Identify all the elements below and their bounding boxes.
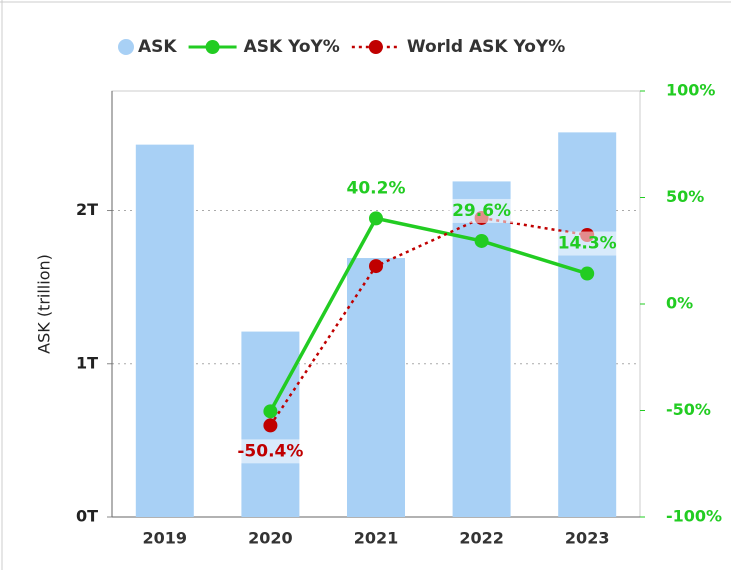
point xyxy=(263,418,278,433)
legend-label: World ASK YoY% xyxy=(407,37,565,57)
data-label: 14.3% xyxy=(558,234,617,254)
label-bg xyxy=(443,198,520,223)
label-bg xyxy=(549,231,626,256)
bar xyxy=(347,258,405,517)
y2-tick-label: -50% xyxy=(666,400,711,419)
label-bg xyxy=(338,176,414,201)
y-tick-label: 2T xyxy=(76,200,98,219)
y-tick-label: 1T xyxy=(76,353,98,372)
legend-swatch xyxy=(368,40,383,54)
bar xyxy=(558,132,617,518)
bar xyxy=(135,144,194,517)
x-tick-label: 2020 xyxy=(248,529,293,548)
legend-swatch xyxy=(118,39,134,55)
y-tick-label: 0T xyxy=(76,507,98,526)
point xyxy=(369,259,383,274)
y2-tick-label: 50% xyxy=(666,187,704,206)
data-label: 40.2% xyxy=(347,178,406,198)
point xyxy=(369,211,383,226)
legend-swatch xyxy=(205,40,220,54)
data-label: -50.4% xyxy=(237,441,303,461)
point xyxy=(263,404,278,419)
y2-tick-label: 0% xyxy=(666,294,693,313)
line xyxy=(268,216,588,413)
y-axis-title: ASK (trillion) xyxy=(35,254,54,354)
bar xyxy=(452,181,511,517)
y2-tick-label: 100% xyxy=(666,81,715,100)
legend-label: ASK xyxy=(138,37,177,57)
point xyxy=(580,266,595,281)
y2-tick-label: -100% xyxy=(666,507,722,526)
label-bg xyxy=(232,439,309,464)
data-label: 29.6% xyxy=(452,201,511,221)
x-tick-label: 2023 xyxy=(565,529,610,548)
point xyxy=(474,233,489,248)
x-tick-label: 2021 xyxy=(354,529,399,548)
x-tick-label: 2022 xyxy=(459,529,504,548)
legend-label: ASK YoY% xyxy=(244,37,340,57)
x-tick-label: 2019 xyxy=(143,529,188,548)
